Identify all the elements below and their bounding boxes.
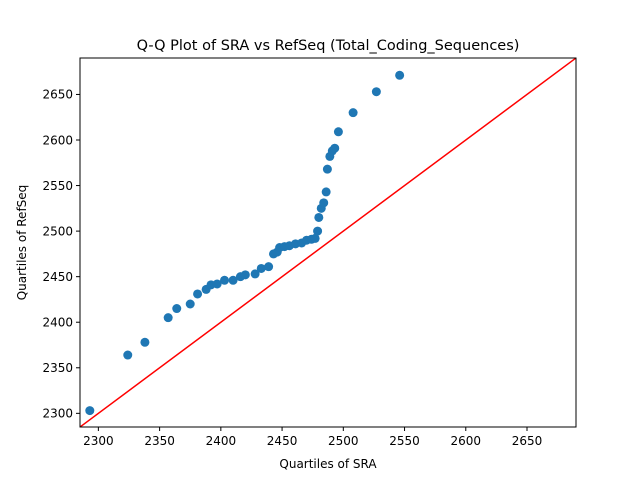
y-axis: 2300 2350 2400 2450 2500 2550 2600 2650 (42, 88, 80, 421)
x-tick-label: 2400 (206, 434, 237, 448)
data-point (140, 337, 150, 347)
y-tick-label: 2550 (42, 179, 73, 193)
y-axis-label: Quartiles of RefSeq (15, 185, 29, 301)
plot-frame (79, 57, 577, 428)
data-point (348, 108, 358, 118)
data-point (85, 406, 95, 416)
x-tick-label: 2350 (144, 434, 175, 448)
x-tick-label: 2600 (451, 434, 482, 448)
data-point (220, 275, 230, 285)
y-tick-label: 2300 (42, 407, 73, 421)
y-tick-label: 2600 (42, 133, 73, 147)
data-point (163, 313, 173, 323)
data-point (395, 70, 405, 80)
data-point (256, 263, 266, 273)
y-tick-label: 2450 (42, 270, 73, 284)
data-point (228, 275, 238, 285)
x-axis-label: Quartiles of SRA (279, 457, 377, 471)
data-point (310, 233, 320, 243)
x-tick-label: 2300 (83, 434, 114, 448)
data-point (371, 87, 381, 97)
data-point (321, 187, 331, 197)
chart-title: Q-Q Plot of SRA vs RefSeq (Total_Coding_… (137, 38, 520, 54)
data-point (314, 212, 324, 222)
reference-line (80, 58, 576, 427)
reference-line-layer (80, 58, 576, 427)
data-point (123, 350, 133, 360)
data-point (250, 269, 260, 279)
data-point (333, 127, 343, 137)
data-point (240, 270, 250, 280)
points-layer (85, 70, 405, 416)
y-tick-label: 2650 (42, 88, 73, 102)
data-point (319, 198, 329, 208)
y-tick-label: 2400 (42, 316, 73, 330)
data-point (193, 289, 203, 299)
y-tick-label: 2350 (42, 361, 73, 375)
x-axis: 2300 2350 2400 2450 2500 2550 2600 2650 (83, 427, 542, 448)
data-point (264, 262, 274, 272)
data-point (322, 164, 332, 174)
data-point (185, 299, 195, 309)
data-point (330, 143, 340, 153)
data-point (172, 304, 182, 314)
x-tick-label: 2450 (267, 434, 298, 448)
x-tick-label: 2550 (389, 434, 420, 448)
y-tick-label: 2500 (42, 224, 73, 238)
x-tick-label: 2650 (512, 434, 543, 448)
x-tick-label: 2500 (328, 434, 359, 448)
data-point (313, 226, 323, 236)
data-point (212, 279, 222, 289)
